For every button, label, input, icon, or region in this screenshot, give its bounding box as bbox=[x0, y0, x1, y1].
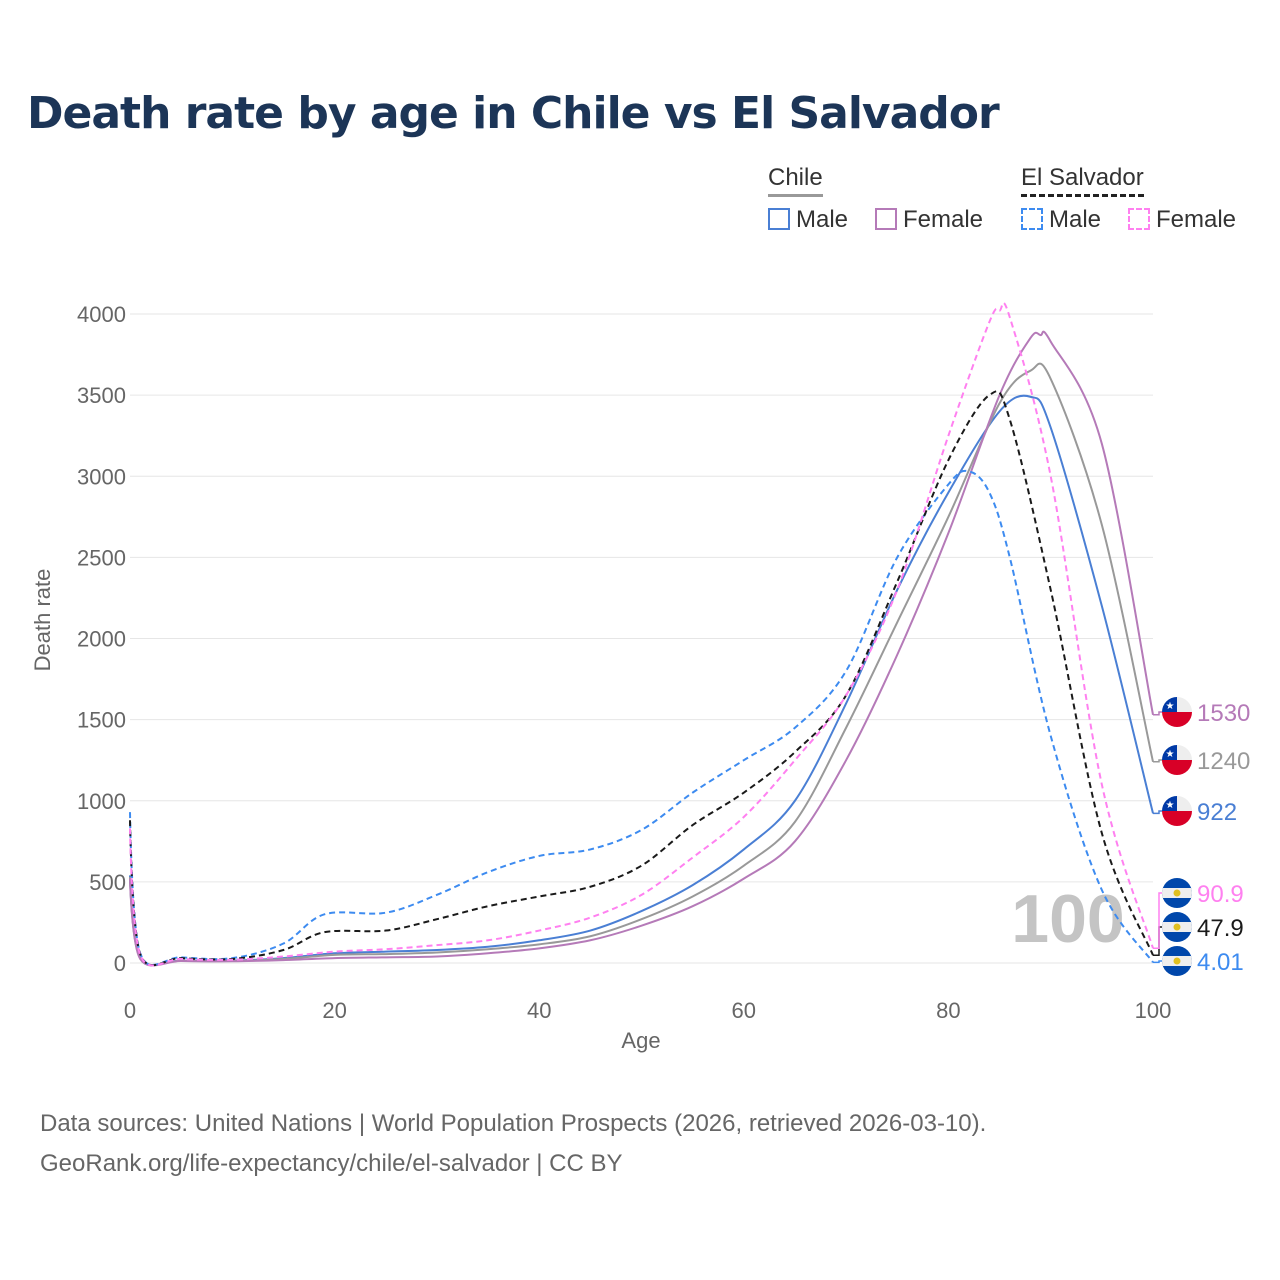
series-line-chile-male[interactable] bbox=[129, 394, 1154, 967]
series-line-chile-total[interactable] bbox=[129, 362, 1154, 967]
end-value-label: 1530 bbox=[1197, 700, 1250, 727]
legend-swatch bbox=[875, 208, 897, 230]
y-tick-label: 2500 bbox=[77, 545, 126, 570]
x-tick-label: 80 bbox=[936, 998, 960, 1023]
legend-es-female[interactable]: Female bbox=[1128, 206, 1236, 234]
footer-sources: Data sources: United Nations | World Pop… bbox=[40, 1110, 987, 1137]
el-salvador-flag-icon bbox=[1162, 912, 1192, 942]
watermark-year: 100 bbox=[1011, 881, 1124, 957]
chart-title: Death rate by age in Chile vs El Salvado… bbox=[27, 88, 1000, 139]
y-tick-label: 1500 bbox=[77, 708, 126, 733]
svg-text:★: ★ bbox=[1166, 800, 1175, 811]
series-line-chile-female[interactable] bbox=[129, 330, 1154, 967]
x-tick-label: 60 bbox=[732, 998, 756, 1023]
x-tick-label: 0 bbox=[124, 998, 136, 1023]
svg-text:★: ★ bbox=[1166, 701, 1175, 712]
y-tick-label: 3000 bbox=[77, 464, 126, 489]
legend-swatch bbox=[1128, 208, 1150, 230]
legend-es-male[interactable]: Male bbox=[1021, 206, 1101, 234]
series-line-el-salvador-female[interactable] bbox=[129, 301, 1154, 967]
y-axis-label: Death rate bbox=[30, 569, 55, 672]
y-tick-label: 0 bbox=[114, 951, 126, 976]
x-axis-label: Age bbox=[621, 1028, 660, 1053]
legend-chile-male[interactable]: Male bbox=[768, 206, 848, 234]
legend-label: Male bbox=[1049, 206, 1102, 233]
y-tick-label: 3500 bbox=[77, 383, 126, 408]
x-tick-label: 20 bbox=[322, 998, 346, 1023]
y-tick-label: 500 bbox=[89, 870, 126, 895]
y-tick-label: 2000 bbox=[77, 627, 126, 652]
y-tick-label: 1000 bbox=[77, 789, 126, 814]
end-value-label: 4.01 bbox=[1197, 949, 1244, 976]
el-salvador-flag-icon bbox=[1162, 878, 1192, 908]
series-line-el-salvador-total[interactable] bbox=[129, 390, 1154, 967]
x-tick-label: 100 bbox=[1135, 998, 1172, 1023]
legend-swatch bbox=[1021, 208, 1043, 230]
legend-chile-header: Chile bbox=[768, 164, 823, 197]
legend-label: Male bbox=[796, 206, 849, 233]
y-tick-label: 4000 bbox=[77, 302, 126, 327]
end-value-label: 47.9 bbox=[1197, 915, 1244, 942]
end-value-label: 1240 bbox=[1197, 748, 1250, 775]
series-line-el-salvador-male[interactable] bbox=[129, 469, 1154, 966]
legend-chile-female[interactable]: Female bbox=[875, 206, 983, 234]
footer-link[interactable]: GeoRank.org/life-expectancy/chile/el-sal… bbox=[40, 1150, 623, 1177]
el-salvador-flag-icon bbox=[1162, 946, 1192, 976]
chile-flag-icon: ★ bbox=[1162, 697, 1192, 727]
end-value-label: 90.9 bbox=[1197, 881, 1244, 908]
chile-flag-icon: ★ bbox=[1162, 745, 1192, 775]
legend-el-salvador-header: El Salvador bbox=[1021, 164, 1144, 197]
legend-label: Female bbox=[1156, 206, 1237, 233]
end-value-label: 922 bbox=[1197, 799, 1237, 826]
legend-swatch bbox=[768, 208, 790, 230]
legend-label: Female bbox=[903, 206, 984, 233]
chile-flag-icon: ★ bbox=[1162, 796, 1192, 826]
x-tick-label: 40 bbox=[527, 998, 551, 1023]
svg-text:★: ★ bbox=[1166, 749, 1175, 760]
